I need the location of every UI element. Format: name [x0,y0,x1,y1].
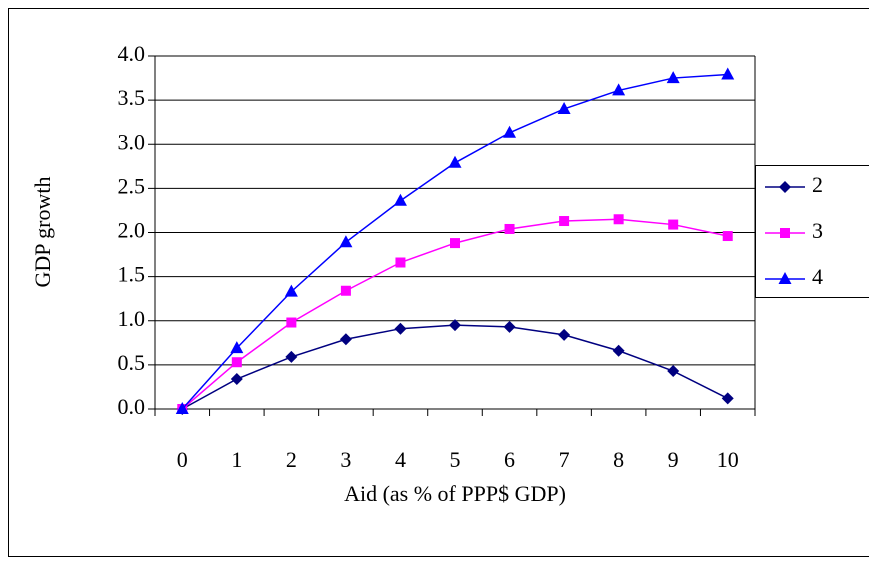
x-tick-label: 5 [450,447,461,472]
x-tick-label: 3 [340,447,351,472]
marker [558,328,571,341]
x-tick-label: 2 [286,447,297,472]
x-tick-label: 10 [717,447,739,472]
marker [666,71,680,84]
marker [231,357,242,368]
y-tick-label: 1.0 [118,306,146,331]
marker [721,392,734,405]
marker [668,219,679,230]
marker [612,83,626,96]
marker [448,155,462,168]
y-tick-label: 0.0 [118,394,146,419]
x-tick-label: 7 [559,447,570,472]
marker [394,322,407,335]
legend-label: 2 [812,172,823,197]
y-tick-label: 2.5 [118,173,146,198]
marker [339,235,353,248]
marker [395,257,406,268]
marker [340,285,351,296]
marker [450,238,460,249]
y-tick-label: 2.0 [118,218,146,243]
marker [286,317,297,328]
x-tick-label: 6 [504,447,515,472]
legend-marker [778,272,792,284]
legend-marker [780,228,790,238]
marker [503,125,517,138]
marker [504,223,515,234]
marker [503,320,516,333]
x-tick-label: 0 [177,447,188,472]
marker [339,333,352,346]
marker [557,101,571,114]
marker [230,372,243,385]
marker [449,319,461,332]
y-tick-label: 0.5 [118,350,146,375]
y-tick-label: 3.0 [118,129,146,154]
marker [559,216,570,227]
marker [230,341,244,354]
y-axis-title: GDP growth [30,176,55,287]
y-tick-label: 3.5 [118,85,146,110]
marker [667,365,680,378]
x-axis-title: Aid (as % of PPP$ GDP) [344,481,566,506]
x-tick-label: 9 [668,447,679,472]
y-tick-label: 4.0 [118,41,146,66]
legend-label: 4 [812,264,823,289]
marker [285,350,298,363]
y-tick-label: 1.5 [118,262,146,287]
marker [613,214,624,225]
legend-label: 3 [812,218,823,243]
x-tick-label: 8 [613,447,624,472]
marker [722,231,733,242]
legend-marker [779,181,791,193]
marker [721,67,735,80]
x-tick-label: 1 [231,447,242,472]
marker [393,193,407,206]
marker [175,402,189,414]
marker [284,284,298,297]
x-tick-label: 4 [395,447,406,472]
marker [612,344,625,357]
